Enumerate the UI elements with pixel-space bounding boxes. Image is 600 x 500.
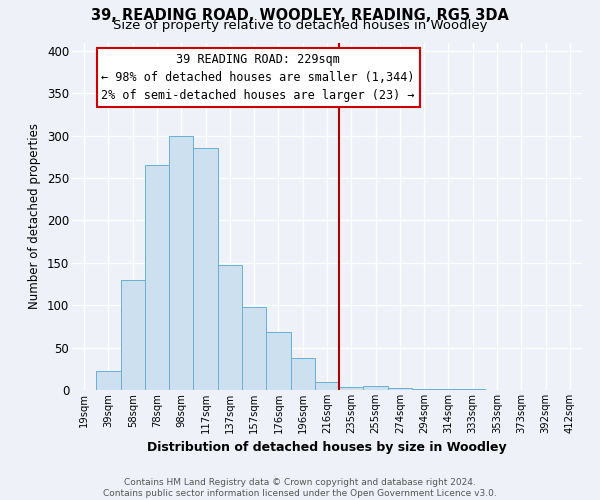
Text: Size of property relative to detached houses in Woodley: Size of property relative to detached ho…	[113, 19, 487, 32]
X-axis label: Distribution of detached houses by size in Woodley: Distribution of detached houses by size …	[147, 442, 507, 454]
Y-axis label: Number of detached properties: Number of detached properties	[28, 123, 41, 309]
Bar	[145, 166, 169, 390]
Bar	[193, 148, 218, 390]
Bar	[121, 280, 145, 390]
Bar	[412, 389, 436, 390]
Text: 39, READING ROAD, WOODLEY, READING, RG5 3DA: 39, READING ROAD, WOODLEY, READING, RG5 …	[91, 8, 509, 22]
Bar	[242, 307, 266, 390]
Bar	[169, 136, 193, 390]
Bar	[218, 266, 242, 390]
Bar	[266, 332, 290, 390]
Bar	[436, 389, 461, 390]
Bar	[339, 386, 364, 390]
Bar	[290, 358, 315, 390]
Text: 39 READING ROAD: 229sqm
← 98% of detached houses are smaller (1,344)
2% of semi-: 39 READING ROAD: 229sqm ← 98% of detache…	[101, 53, 415, 102]
Bar	[461, 389, 485, 390]
Text: Contains HM Land Registry data © Crown copyright and database right 2024.
Contai: Contains HM Land Registry data © Crown c…	[103, 478, 497, 498]
Bar	[96, 372, 121, 390]
Bar	[315, 382, 339, 390]
Bar	[388, 388, 412, 390]
Bar	[364, 386, 388, 390]
